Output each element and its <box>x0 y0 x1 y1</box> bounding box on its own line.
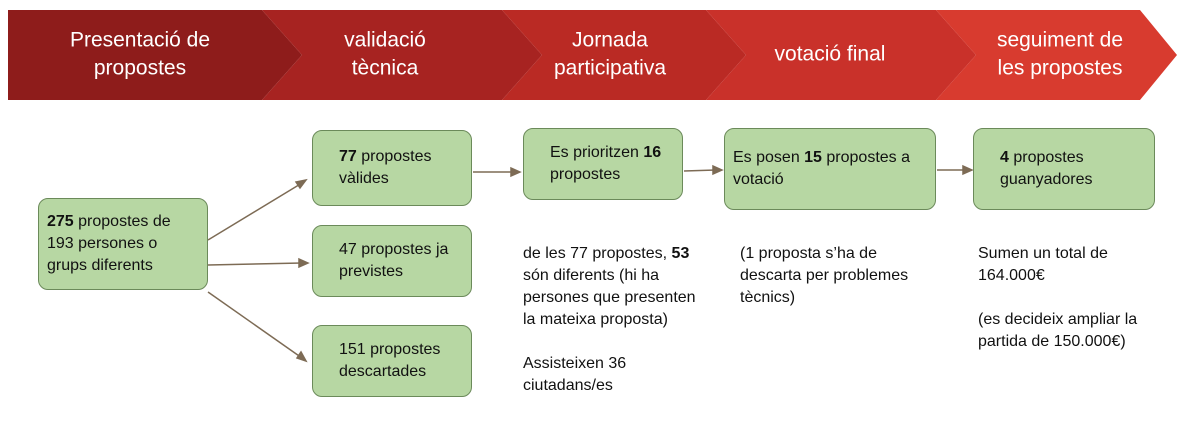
text: propostes a votació <box>733 149 915 188</box>
note: Sumen un total de 164.000€ (es decideix a… <box>978 243 1173 375</box>
step-box: 77 propostes vàlides <box>312 130 472 206</box>
arrows <box>207 164 974 363</box>
box-text: Es posen 15 propostes a votació <box>733 147 925 191</box>
bold-number: 53 <box>671 245 690 262</box>
bold-number: 4 <box>1000 149 1009 166</box>
stage-label: validació <box>344 29 426 52</box>
text: Assisteixen 36 ciutadans/es <box>523 355 631 394</box>
box-text: 47 propostes ja previstes <box>339 239 461 283</box>
step-box: Es posen 15 propostes a votació <box>724 128 936 210</box>
step-box: Es prioritzen 16 propostes <box>523 128 683 200</box>
box-text: 151 propostes descartades <box>339 339 461 383</box>
stage-label: Presentació de <box>70 29 210 52</box>
stage-chevron <box>706 10 976 100</box>
box-text: 275 propostes de 193 persones o grups di… <box>47 211 197 277</box>
bold-number: 77 <box>339 148 357 165</box>
stage-label: seguiment de <box>997 29 1123 52</box>
note-paragraph: Sumen un total de 164.000€ <box>978 243 1173 287</box>
stage-chevron <box>936 10 1177 100</box>
step-box: 275 propostes de 193 persones o grups di… <box>38 198 208 290</box>
box-text: 4 propostes guanyadores <box>1000 147 1144 191</box>
text: propostes de 193 persones o grups difere… <box>47 213 176 274</box>
text: (1 proposta s’ha de descarta per problem… <box>740 245 913 306</box>
note-paragraph: (es decideix ampliar la partida de 150.0… <box>978 309 1173 353</box>
text: 47 propostes ja previstes <box>339 241 453 280</box>
stage-label: votació final <box>775 43 886 66</box>
box-text: Es prioritzen 16 propostes <box>550 142 672 186</box>
text: Sumen un total de 164.000€ <box>978 245 1113 284</box>
bold-number: 275 <box>47 213 74 230</box>
text: Es posen <box>733 149 805 166</box>
note: de les 77 propostes, 53 són diferents (h… <box>523 243 703 419</box>
text: són diferents (hi ha persones que presen… <box>523 245 701 328</box>
text: Es prioritzen <box>550 144 644 161</box>
stage-label: tècnica <box>352 57 419 80</box>
text: propostes <box>550 144 666 183</box>
note-paragraph: Assisteixen 36 ciutadans/es <box>523 353 703 397</box>
text: 151 propostes descartades <box>339 341 445 380</box>
step-box: 47 propostes ja previstes <box>312 225 472 297</box>
stage-label: les propostes <box>998 57 1123 80</box>
bold-number: 15 <box>804 149 822 166</box>
step-box: 151 propostes descartades <box>312 325 472 397</box>
text: (es decideix ampliar la partida de 150.0… <box>978 311 1142 350</box>
stage-chevron <box>502 10 746 100</box>
bold-number: 16 <box>643 144 662 161</box>
text: de les 77 propostes, <box>523 245 672 262</box>
note: (1 proposta s’ha de descarta per problem… <box>740 243 930 331</box>
note-paragraph: (1 proposta s’ha de descarta per problem… <box>740 243 930 309</box>
text: propostes vàlides <box>339 148 436 187</box>
stage-label: propostes <box>94 57 186 80</box>
note-paragraph: de les 77 propostes, 53 són diferents (h… <box>523 243 703 331</box>
text: propostes guanyadores <box>1000 149 1093 188</box>
stage-chevron <box>8 10 302 100</box>
stage-label: participativa <box>554 57 666 80</box>
step-box: 4 propostes guanyadores <box>973 128 1155 210</box>
stage-chevron <box>262 10 542 100</box>
stage-label: Jornada <box>572 29 648 52</box>
box-text: 77 propostes vàlides <box>339 146 461 190</box>
